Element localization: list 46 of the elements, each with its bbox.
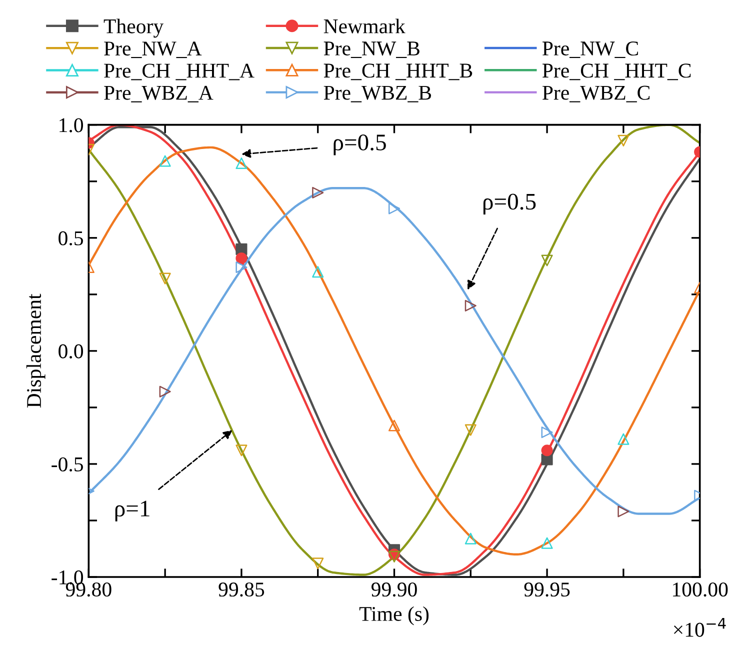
point xyxy=(541,444,553,456)
text: ×10$^{−4}$ xyxy=(674,618,726,637)
y-tick-label: -0.5 xyxy=(52,457,84,472)
point xyxy=(312,558,324,570)
legend-label: Pre_NW_B xyxy=(324,42,420,58)
point xyxy=(388,202,400,214)
legend-label: Newmark xyxy=(324,18,406,34)
y-tick-label: 0.5 xyxy=(58,231,84,246)
legend-label: Pre_NW_C xyxy=(542,42,638,58)
legend-label: Pre_CH _HHT_A xyxy=(104,64,254,80)
point xyxy=(464,424,476,436)
point xyxy=(312,186,324,198)
point xyxy=(464,300,476,312)
y-tick-label: 1.0 xyxy=(60,118,84,132)
point xyxy=(618,134,630,146)
x-axis-title: Time (s) xyxy=(359,606,429,626)
x-tick-label: 100.00 xyxy=(673,582,728,597)
annotation: ρ=0.5 xyxy=(334,134,386,156)
point xyxy=(541,254,553,266)
legend-label: Pre_WBZ_C xyxy=(542,86,650,102)
legend-label: Theory xyxy=(104,18,164,38)
point xyxy=(464,532,476,544)
x-tick-label: 99.90 xyxy=(371,582,417,597)
point xyxy=(236,444,248,456)
legend-label: Pre_CH _HHT_B xyxy=(324,64,472,80)
annotation: ρ=1 xyxy=(115,500,150,522)
legend-label: Pre_NW_A xyxy=(104,42,202,58)
x-tick-label: 99.85 xyxy=(218,582,264,597)
point xyxy=(236,261,248,274)
point xyxy=(541,537,553,549)
legend-label: Pre_CH _HHT_C xyxy=(542,64,691,80)
point xyxy=(159,272,171,284)
point xyxy=(618,506,630,518)
point xyxy=(236,157,248,170)
point xyxy=(618,433,630,445)
annotation: ρ=0.5 xyxy=(483,194,536,214)
point xyxy=(159,386,171,398)
point xyxy=(159,155,171,167)
x-tick-label: 99.95 xyxy=(524,582,570,597)
y-tick-label: 0.0 xyxy=(58,344,84,358)
point xyxy=(312,266,324,278)
y-axis-title: Displacement xyxy=(26,294,46,408)
point xyxy=(236,252,248,264)
legend-label: Pre_WBZ_B xyxy=(324,86,432,102)
point xyxy=(541,426,553,438)
legend-label: Pre_WBZ_A xyxy=(104,86,214,102)
